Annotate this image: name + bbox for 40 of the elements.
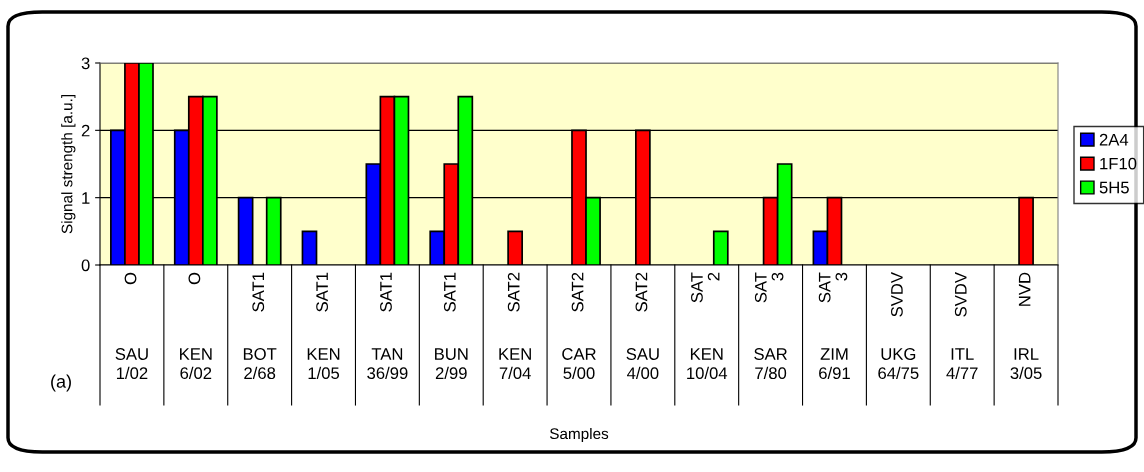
text: O xyxy=(124,272,137,285)
x-tick-label: KEN 1/05 xyxy=(307,348,340,380)
text: SAT 3 xyxy=(754,272,784,303)
x-tick-label: ITL 4/77 xyxy=(946,348,978,380)
text: SAT1 xyxy=(380,272,392,312)
legend-label: 5H5 xyxy=(1099,181,1129,194)
text: NVD xyxy=(1018,272,1031,306)
legend-label: 1F10 xyxy=(1100,157,1137,170)
y-tick-label: 1 xyxy=(82,192,90,204)
x-tick-label: SAU 4/00 xyxy=(626,348,659,380)
text: (a) xyxy=(51,374,71,392)
x-tick-label: CAR 5/00 xyxy=(562,348,596,380)
y-axis-title: Signal strength [a.u.] xyxy=(61,95,76,234)
text: SAT1 xyxy=(252,272,265,312)
x-tick-label: IRL 3/05 xyxy=(1010,348,1042,380)
x-tick-label: BUN 2/99 xyxy=(435,348,468,380)
y-tick-label: 2 xyxy=(81,124,90,137)
text: SAT2 xyxy=(507,272,520,312)
text: SVDV xyxy=(891,272,903,317)
text: SAT1 xyxy=(316,272,329,312)
x-tick-label: KEN 6/02 xyxy=(180,348,212,380)
x-tick-label: KEN 7/04 xyxy=(499,348,531,380)
x-tick-label: UKG 64/75 xyxy=(878,348,919,380)
x-tick-label: ZIM 6/91 xyxy=(819,348,850,380)
text: SAT 3 xyxy=(818,272,848,303)
x-tick-label: SAU 1/02 xyxy=(115,348,148,380)
text: SVDV xyxy=(954,272,967,317)
text: SAT2 xyxy=(571,272,584,312)
legend-label: 2A4 xyxy=(1099,133,1129,146)
y-tick-label: 3 xyxy=(81,57,90,70)
x-tick-label: KEN 10/04 xyxy=(687,348,728,380)
y-tick-label: 0 xyxy=(81,259,90,272)
text: SAT1 xyxy=(443,272,456,312)
x-tick-label: SAR 7/80 xyxy=(754,348,787,380)
text: SAT 2 xyxy=(691,272,720,303)
x-axis-title: Samples xyxy=(549,427,609,443)
x-tick-label: BOT 2/68 xyxy=(243,348,277,380)
text: SAT2 xyxy=(635,272,648,312)
text: O xyxy=(188,272,201,285)
x-tick-label: TAN 36/99 xyxy=(367,348,408,380)
